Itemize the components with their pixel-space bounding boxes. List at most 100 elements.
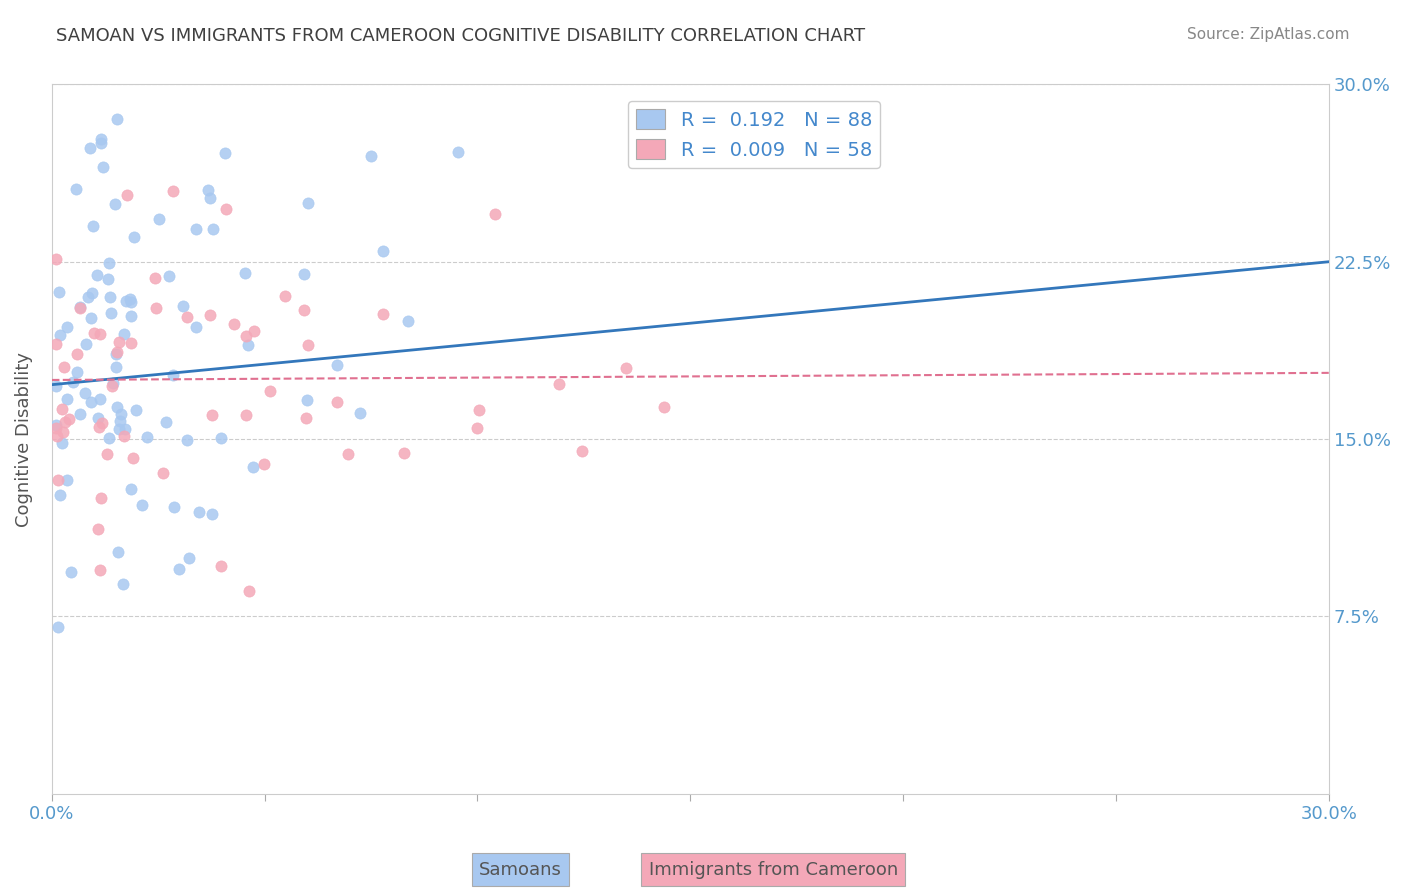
Point bbox=[46, 429, 69, 443]
Point bbox=[184, 319, 207, 334]
Point bbox=[122, 229, 145, 244]
Point bbox=[201, 222, 224, 236]
Point bbox=[45, 337, 67, 351]
Point bbox=[96, 447, 118, 461]
Point bbox=[52, 425, 75, 440]
Point bbox=[184, 222, 207, 236]
Point bbox=[49, 327, 72, 342]
Point bbox=[107, 112, 129, 127]
Point bbox=[100, 306, 122, 320]
Point bbox=[45, 421, 67, 435]
Point bbox=[167, 562, 190, 576]
Point bbox=[60, 565, 83, 579]
Point bbox=[297, 338, 319, 352]
Point bbox=[97, 271, 120, 285]
Point bbox=[131, 498, 153, 512]
Point bbox=[360, 148, 382, 162]
Point bbox=[138, 54, 160, 68]
Point bbox=[117, 188, 139, 202]
Point bbox=[51, 435, 73, 450]
Point bbox=[148, 211, 170, 226]
Point bbox=[238, 583, 260, 598]
Point bbox=[120, 293, 142, 307]
Point bbox=[69, 301, 91, 315]
Point bbox=[91, 160, 114, 174]
Point bbox=[108, 422, 131, 436]
Point bbox=[326, 395, 349, 409]
Text: Source: ZipAtlas.com: Source: ZipAtlas.com bbox=[1187, 27, 1350, 42]
Point bbox=[45, 417, 67, 432]
Point bbox=[652, 400, 675, 414]
Point bbox=[89, 563, 111, 577]
Point bbox=[91, 416, 114, 430]
Point bbox=[108, 415, 131, 429]
Point bbox=[120, 483, 142, 497]
Point bbox=[143, 270, 166, 285]
Point bbox=[253, 457, 276, 471]
Point bbox=[371, 307, 394, 321]
Point bbox=[336, 447, 359, 461]
Point bbox=[120, 335, 142, 350]
Point bbox=[547, 377, 569, 392]
Point bbox=[120, 309, 142, 323]
Point bbox=[392, 446, 415, 460]
Point bbox=[89, 392, 111, 407]
Point bbox=[243, 324, 266, 338]
Point bbox=[79, 141, 101, 155]
Point bbox=[157, 268, 180, 283]
Point bbox=[235, 409, 257, 423]
Point bbox=[90, 491, 112, 506]
Point bbox=[86, 268, 108, 282]
Point bbox=[105, 345, 128, 359]
Point bbox=[80, 311, 103, 326]
Point bbox=[201, 408, 224, 422]
Point bbox=[259, 384, 281, 398]
Point bbox=[45, 252, 67, 267]
Point bbox=[77, 290, 100, 304]
Point bbox=[396, 314, 419, 328]
Point bbox=[107, 334, 129, 349]
Point bbox=[104, 347, 127, 361]
Point bbox=[120, 295, 142, 310]
Point bbox=[56, 319, 79, 334]
Point bbox=[97, 256, 120, 270]
Point bbox=[62, 375, 84, 389]
Point bbox=[48, 285, 70, 299]
Point bbox=[122, 451, 145, 466]
Point bbox=[176, 310, 198, 324]
Point bbox=[111, 576, 134, 591]
Y-axis label: Cognitive Disability: Cognitive Disability bbox=[15, 351, 32, 526]
Point bbox=[69, 300, 91, 314]
Point bbox=[87, 522, 110, 536]
Point bbox=[107, 545, 129, 559]
Point bbox=[571, 444, 593, 458]
Point bbox=[172, 300, 194, 314]
Point bbox=[56, 392, 79, 406]
Point bbox=[222, 317, 245, 331]
Point bbox=[468, 402, 491, 417]
Point bbox=[297, 195, 319, 210]
Point bbox=[53, 416, 76, 430]
Point bbox=[101, 379, 124, 393]
Legend: R =  0.192   N = 88, R =  0.009   N = 58: R = 0.192 N = 88, R = 0.009 N = 58 bbox=[628, 102, 880, 168]
Point bbox=[163, 500, 186, 514]
Point bbox=[162, 184, 184, 198]
Point bbox=[292, 303, 315, 318]
Point bbox=[90, 132, 112, 146]
Text: Samoans: Samoans bbox=[479, 861, 561, 879]
Point bbox=[104, 196, 127, 211]
Point bbox=[295, 392, 318, 407]
Point bbox=[447, 145, 470, 159]
Point bbox=[45, 378, 67, 392]
Point bbox=[55, 473, 77, 487]
Point bbox=[52, 360, 75, 375]
Point bbox=[235, 329, 257, 343]
Point bbox=[75, 337, 97, 351]
Point bbox=[201, 507, 224, 521]
Point bbox=[65, 182, 87, 196]
Point bbox=[136, 430, 159, 444]
Point bbox=[80, 395, 103, 409]
Point bbox=[152, 466, 174, 480]
Point bbox=[46, 620, 69, 634]
Point bbox=[66, 346, 89, 360]
